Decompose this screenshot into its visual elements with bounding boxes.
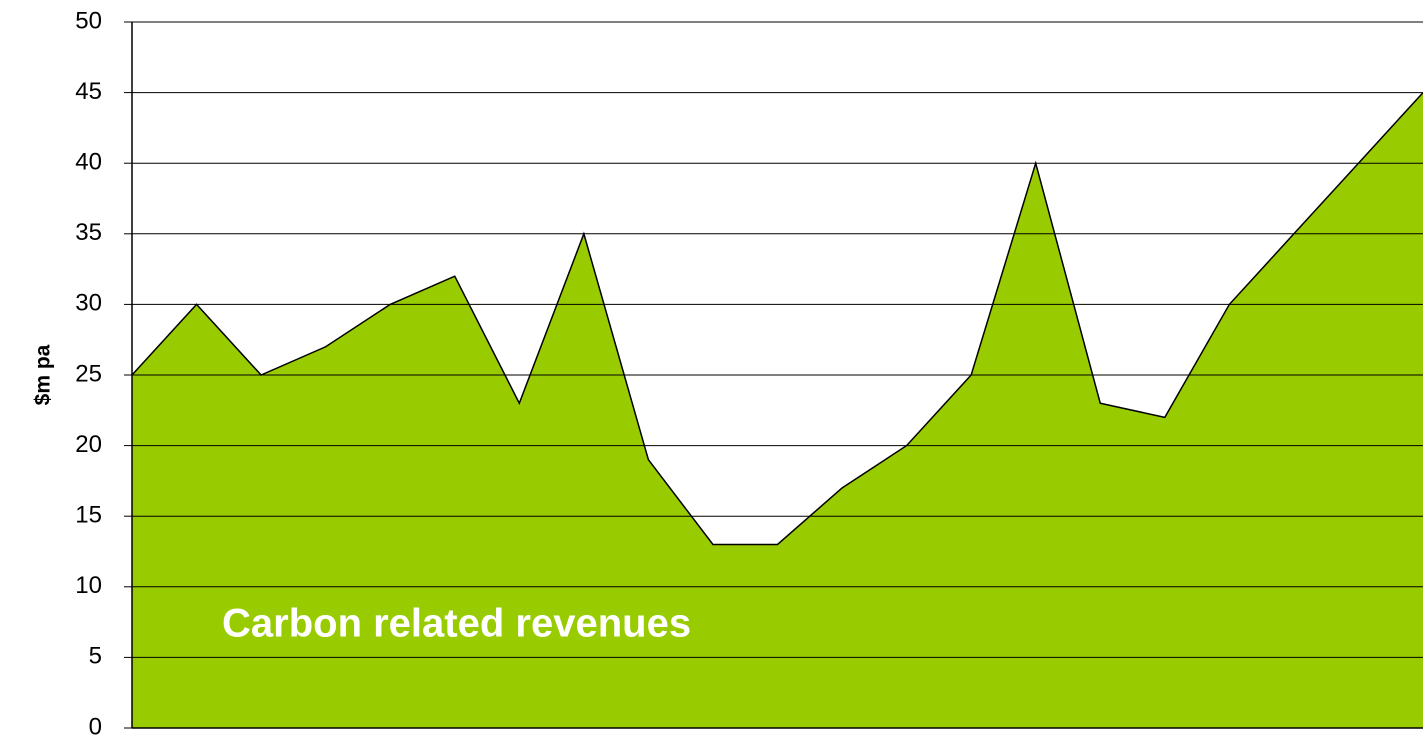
y-tick-label: 0 — [89, 713, 102, 740]
y-axis-label: $m pa — [32, 344, 55, 405]
y-tick-label: 10 — [75, 572, 102, 599]
y-tick-label: 20 — [75, 431, 102, 458]
y-tick-label: 30 — [75, 290, 102, 317]
annotation: Carbon related revenues — [222, 602, 691, 646]
y-tick-label: 45 — [75, 78, 102, 105]
area-outline — [131, 92, 1423, 546]
area — [132, 92, 1423, 729]
y-tick-label: 15 — [75, 502, 102, 529]
y-tick-label: 40 — [75, 149, 102, 176]
y-tick-label: 5 — [89, 643, 102, 670]
y-tick-label: 35 — [75, 219, 102, 246]
y-tick-label: 50 — [75, 7, 102, 34]
y-tick-label: 25 — [75, 360, 102, 387]
